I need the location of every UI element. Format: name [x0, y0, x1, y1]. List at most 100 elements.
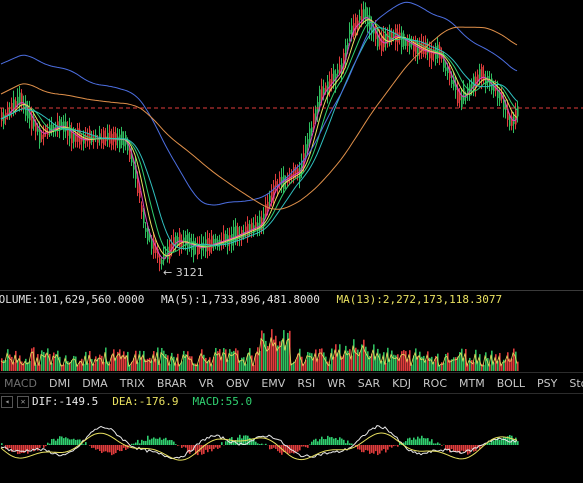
macd-histogram-bar	[205, 445, 207, 450]
candle-body	[359, 16, 361, 20]
tab-roc[interactable]: ROC	[415, 377, 455, 390]
macd-histogram-bar	[101, 445, 103, 453]
macd-histogram-bar	[73, 439, 75, 445]
candle-body	[269, 196, 271, 203]
tab-brar[interactable]: BRAR	[149, 377, 195, 390]
macd-histogram-bar	[103, 445, 105, 452]
candle-body	[251, 223, 253, 229]
volume-bar	[187, 351, 189, 371]
candle-body	[499, 93, 501, 100]
tab-sar[interactable]: SAR	[350, 377, 388, 390]
volume-bar	[327, 362, 329, 371]
volume-bar	[205, 358, 207, 371]
volume-bar	[57, 351, 59, 371]
volume-bar	[325, 357, 327, 371]
tab-wr[interactable]: WR	[319, 377, 354, 390]
candle-body	[403, 34, 405, 46]
macd-histogram-bar	[155, 439, 157, 445]
volume-bar	[47, 348, 49, 371]
volume-bar	[73, 356, 75, 371]
macd-histogram-bar	[441, 445, 443, 446]
volume-bar	[469, 358, 471, 371]
macd-histogram-bar	[405, 441, 407, 445]
volume-bar	[367, 351, 369, 371]
macd-histogram-bar	[55, 441, 57, 445]
volume-bar	[235, 348, 237, 371]
macd-histogram-bar	[309, 444, 311, 445]
collapse-icon[interactable]: ◂	[1, 396, 13, 408]
volume-bar	[441, 362, 443, 371]
macd-histogram-bar	[143, 441, 145, 445]
candle-body	[139, 191, 141, 198]
macd-histogram-bar	[119, 445, 121, 451]
candle-body	[137, 180, 139, 193]
candle-body	[249, 224, 251, 231]
volume-bar	[165, 354, 167, 371]
macd-histogram-bar	[109, 445, 111, 452]
macd-histogram-bar	[381, 445, 383, 451]
tab-mtm[interactable]: MTM	[451, 377, 493, 390]
macd-histogram-bar	[261, 444, 263, 445]
tab-boll[interactable]: BOLL	[489, 377, 533, 390]
close-icon[interactable]: ✕	[17, 396, 29, 408]
macd-histogram-bar	[31, 445, 33, 449]
volume-bar	[507, 352, 509, 371]
macd-histogram-bar	[257, 443, 259, 445]
macd-histogram-bar	[13, 445, 15, 450]
macd-histogram-bar	[133, 444, 135, 445]
macd-histogram-bar	[185, 445, 187, 448]
volume-bar	[349, 349, 351, 371]
macd-histogram-bar	[495, 440, 497, 445]
macd-histogram-bar	[363, 445, 365, 452]
macd-histogram-bar	[273, 445, 275, 448]
volume-bar	[219, 349, 221, 371]
volume-bar	[203, 355, 205, 371]
macd-histogram-bar	[509, 435, 511, 445]
macd-histogram-bar	[159, 437, 161, 445]
candle-body	[161, 260, 163, 264]
macd-panel[interactable]	[0, 411, 583, 479]
macd-histogram-bar	[391, 445, 393, 448]
volume-bar	[353, 339, 355, 371]
tab-kdj[interactable]: KDJ	[384, 377, 419, 390]
candle-body	[7, 108, 9, 114]
macd-histogram-bar	[99, 445, 101, 451]
tab-emv[interactable]: EMV	[253, 377, 293, 390]
macd-histogram-bar	[121, 445, 123, 451]
tab-psy[interactable]: PSY	[529, 377, 565, 390]
macd-histogram-bar	[499, 440, 501, 445]
volume-bar	[25, 359, 27, 371]
candlestick-chart[interactable]: ← 3121	[0, 0, 583, 289]
candle-body	[259, 217, 261, 231]
tab-dma[interactable]: DMA	[74, 377, 116, 390]
candle-body	[109, 131, 111, 143]
macd-histogram-bar	[207, 445, 209, 452]
macd-histogram-bar	[275, 445, 277, 449]
tab-dmi[interactable]: DMI	[41, 377, 78, 390]
macd-histogram-bar	[217, 445, 219, 449]
macd-histogram-bar	[311, 442, 313, 445]
macd-histogram-bar	[305, 445, 307, 447]
volume-bar	[201, 349, 203, 371]
tab-trix[interactable]: TRIX	[112, 377, 153, 390]
candle-body	[463, 88, 465, 101]
macd-histogram-bar	[343, 440, 345, 445]
volume-value: VOLUME:101,629,560.0000	[0, 293, 144, 306]
macd-histogram-bar	[291, 445, 293, 453]
macd-histogram-bar	[415, 439, 417, 445]
volume-bar	[335, 344, 337, 371]
price-chart-panel[interactable]: ← 3121	[0, 0, 583, 289]
volume-bar	[357, 350, 359, 371]
volume-bar	[7, 349, 9, 371]
tab-stochrsi[interactable]: StochRSI	[561, 377, 583, 390]
tab-obv[interactable]: OBV	[218, 377, 257, 390]
volume-bar	[323, 352, 325, 371]
macd-histogram-bar	[131, 444, 133, 445]
volume-panel[interactable]	[0, 309, 583, 371]
volume-ma5-value: MA(5):1,733,896,481.8000	[161, 293, 320, 306]
volume-bar	[403, 350, 405, 371]
tab-rsi[interactable]: RSI	[289, 377, 323, 390]
tab-macd[interactable]: MACD	[0, 377, 45, 390]
volume-bar	[139, 351, 141, 371]
volume-bar	[195, 364, 197, 371]
